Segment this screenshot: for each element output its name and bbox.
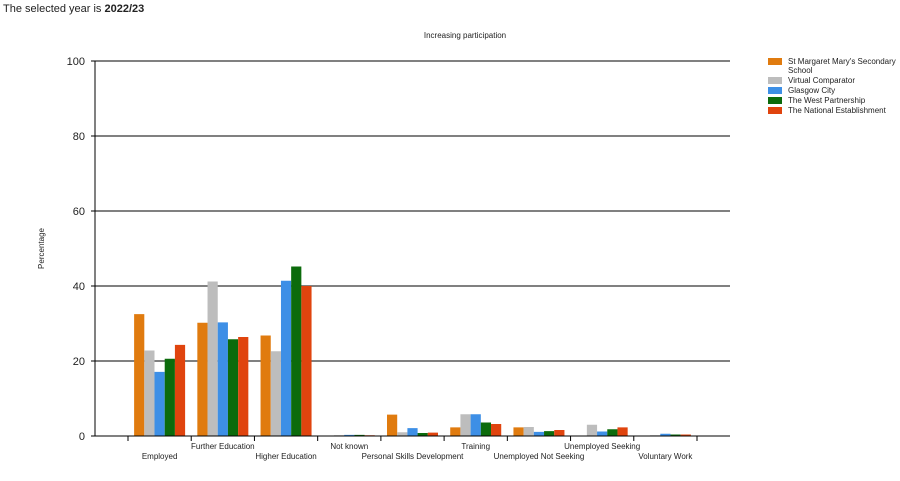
bar <box>513 427 524 436</box>
bars <box>134 266 691 436</box>
bar <box>417 433 428 436</box>
bar <box>427 432 438 436</box>
legend-label: The National Establishment <box>788 106 886 115</box>
bar <box>617 427 628 436</box>
legend-swatch <box>768 58 782 65</box>
y-axis-title: Percentage <box>37 227 46 268</box>
x-category-label: Further Education <box>191 442 255 451</box>
bar <box>523 427 534 436</box>
y-tick-label: 80 <box>73 131 85 143</box>
axes <box>91 60 730 441</box>
legend-swatch <box>768 77 782 84</box>
x-category-label: Not known <box>330 442 368 451</box>
x-category-label: Unemployed Not Seeking <box>494 452 585 461</box>
legend-item: The National Establishment <box>768 106 898 115</box>
bar <box>301 286 312 436</box>
selected-year-value: 2022/23 <box>104 3 145 15</box>
bar <box>291 266 302 436</box>
bar <box>134 314 145 436</box>
bar <box>397 432 408 436</box>
legend-label: Glasgow City <box>788 86 836 95</box>
bar <box>607 429 618 436</box>
bar <box>280 280 292 436</box>
chart-legend: St Margaret Mary's Secondary School Virtu… <box>768 57 898 116</box>
legend-swatch <box>768 97 782 104</box>
bar <box>407 428 418 436</box>
bar <box>586 424 598 436</box>
bar <box>450 427 461 436</box>
bar <box>174 344 186 436</box>
bar <box>164 358 175 436</box>
legend-swatch <box>768 87 782 94</box>
bar <box>217 322 228 436</box>
bar <box>670 434 681 436</box>
bar <box>238 337 249 436</box>
y-tick-label: 40 <box>73 281 85 293</box>
bar <box>270 351 281 436</box>
legend-label: The West Partnership <box>788 96 866 105</box>
legend-item: Glasgow City <box>768 86 898 95</box>
legend-label: St Margaret Mary's Secondary School <box>788 57 896 75</box>
bar <box>544 431 555 436</box>
bar <box>680 434 691 436</box>
legend-item: The West Partnership <box>768 96 898 105</box>
bar <box>144 350 155 436</box>
x-category-label: Personal Skills Development <box>362 452 465 461</box>
x-category-label: Unemployed Seeking <box>564 442 640 451</box>
bar <box>491 424 502 436</box>
bar <box>197 322 208 436</box>
x-category-label: Higher Education <box>255 452 316 461</box>
chart-title: Increasing participation <box>424 31 506 40</box>
bar <box>154 371 165 436</box>
y-tick-label: 100 <box>67 56 85 68</box>
x-category-label: Employed <box>142 452 178 461</box>
bar <box>344 434 355 436</box>
legend-swatch <box>768 107 782 114</box>
bar <box>660 433 671 436</box>
x-category-label: Training <box>461 442 490 451</box>
bar <box>354 434 365 436</box>
x-category-label: Voluntary Work <box>638 452 693 461</box>
bar <box>227 339 239 436</box>
axis-labels: 0 20 40 60 80 100 Employed Further EducationHig… <box>67 56 694 461</box>
selected-year-text: The selected year is 2022/23 <box>3 3 144 15</box>
bar <box>460 414 471 436</box>
grid-lines <box>95 60 730 437</box>
bar <box>207 281 218 436</box>
y-tick-label: 60 <box>73 206 85 218</box>
bar <box>480 422 492 436</box>
y-tick-label: 20 <box>73 356 85 368</box>
bar <box>387 414 398 436</box>
bar <box>597 431 608 436</box>
legend-label: Virtual Comparator <box>788 76 855 85</box>
bar <box>470 414 481 436</box>
y-tick-label: 0 <box>79 431 85 443</box>
legend-item: Virtual Comparator <box>768 76 898 85</box>
legend-item: St Margaret Mary's Secondary School <box>768 57 898 75</box>
selected-year-prefix: The selected year is <box>3 3 105 15</box>
bar <box>554 430 565 436</box>
bar <box>533 431 545 436</box>
bar <box>260 335 271 436</box>
